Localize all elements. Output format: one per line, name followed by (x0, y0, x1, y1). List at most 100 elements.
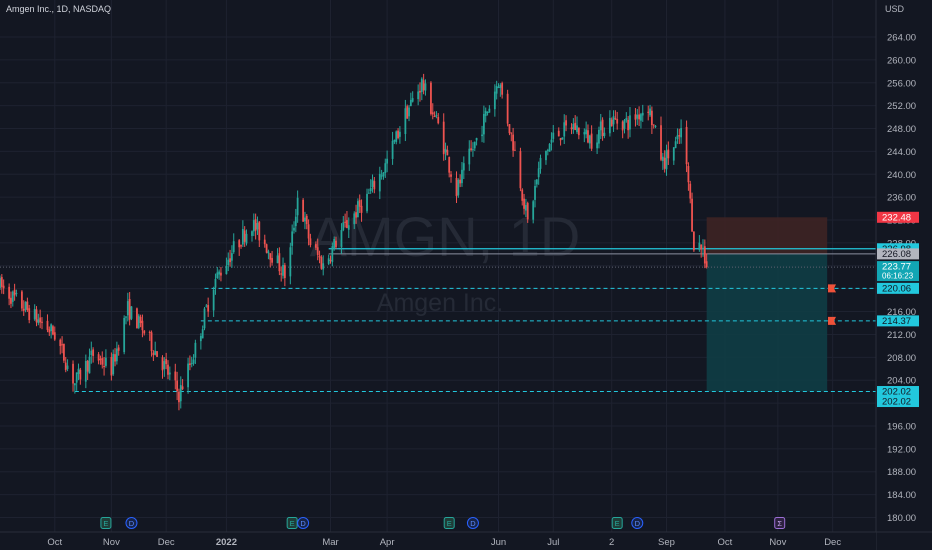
alert-flag-icon[interactable] (828, 284, 836, 293)
candle[interactable] (561, 137, 564, 140)
candle[interactable] (634, 108, 637, 127)
candles[interactable] (0, 73, 708, 411)
candle[interactable] (667, 141, 670, 165)
candle[interactable] (314, 241, 317, 251)
candle[interactable] (276, 248, 279, 264)
candle[interactable] (265, 243, 268, 254)
candle[interactable] (523, 193, 525, 215)
candle[interactable] (37, 313, 40, 326)
candle[interactable] (519, 147, 522, 192)
candle[interactable] (256, 216, 259, 235)
candle[interactable] (612, 110, 615, 132)
candle[interactable] (165, 352, 168, 370)
candle[interactable] (572, 118, 575, 134)
candle[interactable] (2, 279, 5, 295)
candle[interactable] (316, 238, 319, 261)
candle[interactable] (685, 120, 688, 173)
candle[interactable] (446, 145, 449, 156)
candle[interactable] (550, 132, 553, 151)
candle[interactable] (585, 121, 588, 139)
candle[interactable] (430, 81, 432, 116)
candle[interactable] (700, 244, 703, 258)
candle[interactable] (309, 233, 312, 248)
candle[interactable] (322, 255, 325, 276)
time-axis[interactable] (0, 532, 876, 550)
candle[interactable] (534, 179, 536, 208)
candle[interactable] (252, 213, 255, 237)
candle[interactable] (289, 242, 292, 285)
event-marker[interactable]: D (466, 517, 479, 529)
candle[interactable] (88, 348, 91, 374)
candle[interactable] (650, 106, 653, 134)
candle[interactable] (205, 304, 208, 308)
candle[interactable] (353, 211, 356, 230)
candle[interactable] (481, 125, 483, 143)
candle[interactable] (382, 172, 385, 180)
candle[interactable] (510, 132, 513, 142)
candle[interactable] (73, 383, 76, 394)
candle[interactable] (665, 144, 668, 176)
candle[interactable] (652, 124, 655, 129)
candle[interactable] (305, 214, 308, 230)
candle[interactable] (663, 150, 666, 173)
candle[interactable] (227, 252, 230, 272)
candle[interactable] (404, 99, 407, 142)
candle[interactable] (514, 141, 516, 151)
candle[interactable] (278, 247, 281, 276)
candle[interactable] (161, 355, 164, 379)
candle[interactable] (546, 148, 549, 156)
candle[interactable] (614, 110, 617, 120)
candle[interactable] (245, 229, 248, 246)
candle[interactable] (386, 150, 389, 173)
event-marker[interactable]: E (611, 517, 623, 529)
candle[interactable] (48, 326, 51, 336)
candle[interactable] (462, 156, 465, 180)
candle[interactable] (570, 123, 573, 135)
candle[interactable] (283, 262, 286, 287)
candle[interactable] (367, 188, 370, 194)
candle[interactable] (72, 360, 74, 392)
candle[interactable] (621, 120, 624, 139)
candle[interactable] (216, 266, 219, 279)
candle[interactable] (703, 239, 706, 269)
candle[interactable] (649, 104, 651, 117)
candle[interactable] (271, 250, 273, 266)
candle[interactable] (24, 301, 27, 313)
candle[interactable] (77, 363, 80, 381)
candle[interactable] (178, 388, 180, 411)
candle[interactable] (154, 341, 157, 356)
candle[interactable] (366, 188, 368, 214)
candle[interactable] (331, 242, 334, 267)
candle[interactable] (435, 111, 438, 119)
candle[interactable] (641, 104, 644, 122)
candle[interactable] (126, 292, 129, 322)
candle[interactable] (296, 190, 299, 223)
event-marker[interactable]: E (286, 517, 298, 529)
candle[interactable] (167, 360, 169, 380)
candle[interactable] (59, 338, 62, 355)
candle[interactable] (705, 253, 708, 269)
candle[interactable] (380, 169, 383, 180)
candle[interactable] (702, 239, 704, 257)
candle[interactable] (508, 124, 511, 136)
candle[interactable] (506, 89, 509, 127)
candle[interactable] (497, 83, 500, 89)
stop-loss-zone[interactable] (706, 217, 828, 254)
candle[interactable] (13, 283, 16, 301)
candle[interactable] (627, 116, 630, 139)
candle[interactable] (302, 198, 305, 222)
candle[interactable] (577, 127, 580, 140)
candle[interactable] (333, 236, 336, 251)
candle[interactable] (393, 139, 396, 144)
candle[interactable] (468, 140, 471, 171)
event-marker[interactable]: Σ (774, 517, 786, 529)
event-marker[interactable]: E (443, 517, 455, 529)
candle[interactable] (672, 146, 675, 165)
candle[interactable] (21, 290, 23, 312)
candle[interactable] (11, 290, 14, 307)
candle[interactable] (692, 231, 695, 252)
candle[interactable] (588, 134, 591, 149)
candle[interactable] (444, 142, 447, 161)
candle[interactable] (563, 114, 566, 144)
